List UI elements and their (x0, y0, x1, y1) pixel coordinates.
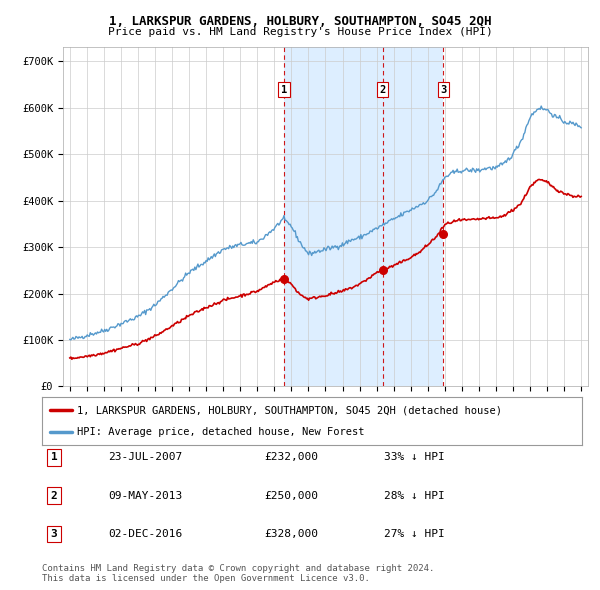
Text: 3: 3 (50, 529, 58, 539)
Bar (383, 47, 443, 386)
Text: Price paid vs. HM Land Registry's House Price Index (HPI): Price paid vs. HM Land Registry's House … (107, 27, 493, 37)
Text: 28% ↓ HPI: 28% ↓ HPI (384, 491, 445, 500)
Text: £328,000: £328,000 (264, 529, 318, 539)
Text: £232,000: £232,000 (264, 453, 318, 462)
Bar (284, 47, 383, 386)
Text: 23-JUL-2007: 23-JUL-2007 (108, 453, 182, 462)
Text: Contains HM Land Registry data © Crown copyright and database right 2024.
This d: Contains HM Land Registry data © Crown c… (42, 563, 434, 583)
Text: 3: 3 (440, 84, 446, 94)
Text: HPI: Average price, detached house, New Forest: HPI: Average price, detached house, New … (77, 427, 365, 437)
Text: 1: 1 (281, 84, 287, 94)
Text: 02-DEC-2016: 02-DEC-2016 (108, 529, 182, 539)
Text: 09-MAY-2013: 09-MAY-2013 (108, 491, 182, 500)
Text: 1, LARKSPUR GARDENS, HOLBURY, SOUTHAMPTON, SO45 2QH (detached house): 1, LARKSPUR GARDENS, HOLBURY, SOUTHAMPTO… (77, 405, 502, 415)
Text: 2: 2 (50, 491, 58, 500)
Text: 1, LARKSPUR GARDENS, HOLBURY, SOUTHAMPTON, SO45 2QH: 1, LARKSPUR GARDENS, HOLBURY, SOUTHAMPTO… (109, 15, 491, 28)
Text: 1: 1 (50, 453, 58, 462)
Text: 2: 2 (380, 84, 386, 94)
Text: £250,000: £250,000 (264, 491, 318, 500)
Text: 27% ↓ HPI: 27% ↓ HPI (384, 529, 445, 539)
Text: 33% ↓ HPI: 33% ↓ HPI (384, 453, 445, 462)
